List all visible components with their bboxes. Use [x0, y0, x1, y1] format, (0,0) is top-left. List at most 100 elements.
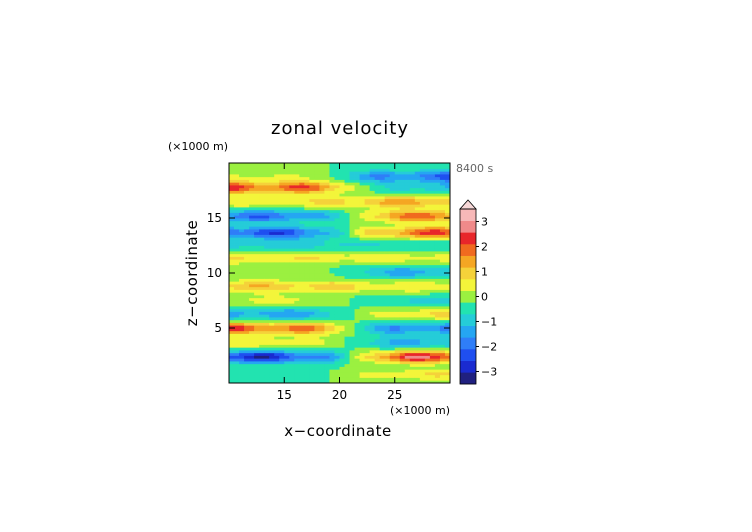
contour-cell: [364, 237, 371, 241]
contour-cell: [259, 344, 265, 348]
contour-cell: [249, 330, 255, 334]
contour-cell: [439, 336, 446, 340]
contour-cell: [359, 284, 366, 288]
contour-cell: [409, 350, 416, 354]
contour-cell: [309, 204, 315, 208]
contour-cell: [314, 295, 320, 299]
contour-cell: [394, 231, 401, 235]
contour-cell: [394, 281, 401, 285]
contour-cell: [404, 182, 411, 186]
contour-cell: [289, 259, 295, 263]
contour-cell: [374, 196, 381, 200]
contour-cell: [294, 215, 300, 219]
contour-cell: [404, 253, 411, 257]
contour-cell: [314, 259, 320, 263]
contour-cell: [414, 193, 421, 197]
contour-cell: [274, 341, 280, 345]
contour-cell: [259, 319, 265, 323]
contour-cell: [299, 355, 305, 359]
contour-cell: [434, 237, 441, 241]
contour-cell: [389, 311, 396, 315]
contour-cell: [359, 352, 366, 356]
contour-cell: [409, 176, 416, 180]
contour-cell: [259, 196, 265, 200]
contour-cell: [309, 223, 315, 227]
contour-cell: [299, 242, 305, 246]
contour-cell: [294, 358, 300, 362]
contour-cell: [304, 374, 310, 378]
contour-cell: [299, 270, 305, 274]
contour-cell: [284, 262, 290, 266]
contour-cell: [299, 319, 305, 323]
contour-cell: [414, 275, 421, 279]
contour-cell: [259, 295, 265, 299]
contour-cell: [389, 207, 396, 211]
contour-cell: [269, 358, 275, 362]
contour-cell: [294, 374, 300, 378]
contour-cell: [374, 198, 381, 202]
contour-cell: [244, 292, 250, 296]
contour-cell: [344, 308, 350, 312]
contour-cell: [364, 209, 371, 213]
contour-cell: [334, 196, 340, 200]
contour-cell: [399, 253, 406, 257]
contour-cell: [319, 242, 325, 246]
contour-cell: [404, 377, 411, 381]
contour-cell: [264, 281, 270, 285]
contour-cell: [419, 168, 426, 172]
contour-cell: [389, 220, 396, 224]
contour-cell: [309, 317, 315, 321]
contour-cell: [259, 201, 265, 205]
contour-cell: [429, 229, 436, 233]
contour-cell: [399, 361, 406, 365]
contour-cell: [399, 201, 406, 205]
contour-cell: [324, 215, 330, 219]
contour-cell: [429, 350, 436, 354]
contour-cell: [254, 341, 260, 345]
contour-cell: [329, 314, 335, 318]
contour-cell: [279, 215, 285, 219]
contour-cell: [429, 366, 436, 370]
contour-cell: [319, 179, 325, 183]
contour-cell: [324, 267, 330, 271]
contour-cell: [319, 284, 325, 288]
contour-cell: [374, 201, 381, 205]
contour-cell: [429, 201, 436, 205]
contour-cell: [374, 300, 381, 304]
contour-cell: [354, 300, 360, 304]
contour-cell: [284, 245, 290, 249]
contour-cell: [364, 295, 371, 299]
contour-cell: [324, 171, 330, 175]
contour-cell: [364, 314, 371, 318]
contour-cell: [239, 198, 245, 202]
contour-cell: [374, 248, 381, 252]
contour-cell: [399, 262, 406, 266]
contour-cell: [319, 278, 325, 282]
contour-cell: [244, 311, 250, 315]
contour-cell: [254, 289, 260, 293]
contour-cell: [359, 196, 366, 200]
contour-cell: [309, 278, 315, 282]
contour-cell: [439, 187, 446, 191]
contour-cell: [284, 179, 290, 183]
contour-cell: [324, 344, 330, 348]
contour-cell: [264, 352, 270, 356]
contour-cell: [384, 270, 391, 274]
contour-cell: [344, 176, 350, 180]
contour-cell: [344, 165, 350, 169]
contour-cell: [339, 165, 345, 169]
contour-cell: [269, 171, 275, 175]
contour-cell: [409, 361, 416, 365]
contour-cell: [264, 245, 270, 249]
contour-cell: [349, 198, 355, 202]
contour-cell: [354, 262, 360, 266]
contour-cell: [269, 284, 275, 288]
contour-cell: [424, 204, 431, 208]
contour-cell: [444, 306, 451, 310]
contour-cell: [269, 328, 275, 332]
contour-cell: [244, 201, 250, 205]
contour-cell: [244, 242, 250, 246]
contour-cell: [444, 328, 451, 332]
contour-cell: [404, 366, 411, 370]
